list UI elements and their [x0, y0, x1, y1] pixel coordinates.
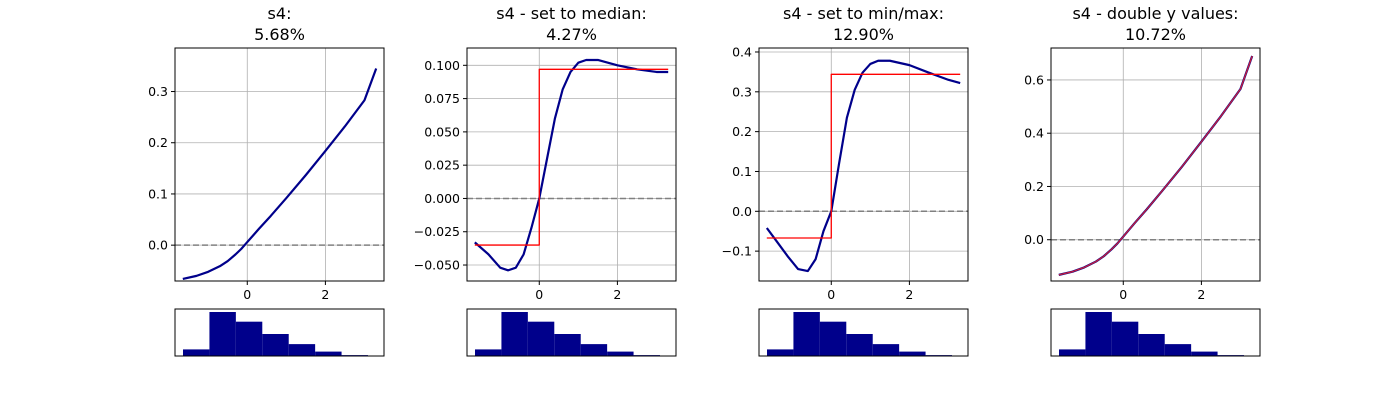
x-tick-label: 0 [1119, 287, 1127, 302]
series-line-2 [1058, 55, 1253, 276]
x-tick-label: 0 [243, 287, 251, 302]
y-tick-label: 0.3 [148, 84, 168, 99]
plot-frame [758, 47, 969, 282]
histogram-bar [846, 334, 873, 356]
y-tick-label: 0.2 [148, 135, 168, 150]
subplot-2: s4 - set to median: 4.27% 0 2 −0.050 −0.025 0.… [414, 4, 677, 357]
x-tick-label: 2 [613, 287, 621, 302]
histogram-bar [793, 312, 820, 356]
y-tick-label: 0.100 [424, 58, 460, 73]
chart-title: s4: [268, 4, 292, 23]
histogram-frame [1050, 308, 1261, 357]
histogram-bar [607, 351, 634, 356]
y-tick-label: 0.3 [732, 84, 752, 99]
histogram-bar [262, 334, 289, 356]
histogram-bar [209, 312, 236, 356]
plot-frame [1050, 47, 1261, 282]
histogram-frame [758, 308, 969, 357]
chart-title: s4 - set to median: [496, 4, 647, 23]
series-line-1 [474, 58, 669, 272]
y-tick-label: 0.2 [1024, 179, 1044, 194]
y-tick-label: 0.050 [424, 124, 460, 139]
chart-title: s4 - set to min/max: [783, 4, 944, 23]
histogram-bar [819, 321, 847, 356]
histogram-bar [501, 312, 528, 356]
histogram [758, 308, 969, 357]
x-tick-label: 0 [535, 287, 543, 302]
y-tick-label: 0.0 [1024, 232, 1044, 247]
subplot-1: s4: 5.68% 0 2 0.0 0.1 0.2 0.3 [148, 4, 385, 357]
chart-subtitle: 12.90% [833, 25, 894, 44]
series-line-1 [1058, 55, 1254, 276]
plot-frame [466, 47, 677, 282]
y-tick-label: 0.4 [1024, 126, 1044, 141]
histogram-bar [1191, 351, 1218, 356]
histogram-bar [288, 344, 316, 356]
y-tick-label: −0.1 [722, 244, 752, 259]
y-tick-label: 0.000 [424, 191, 460, 206]
series-line-1 [765, 59, 961, 273]
histogram-bar [183, 349, 210, 356]
x-tick-label: 2 [1197, 287, 1205, 302]
histogram-frame [174, 308, 385, 357]
histogram [466, 308, 677, 357]
histogram-bar [1111, 321, 1139, 356]
histogram-frame [466, 308, 677, 357]
y-tick-label: −0.025 [414, 224, 460, 239]
series-line-2 [766, 73, 961, 239]
histogram-bar [527, 321, 555, 356]
plot-frame [174, 47, 385, 282]
y-tick-label: 0.4 [732, 44, 752, 59]
series-line-1 [182, 68, 378, 281]
y-tick-label: 0.075 [424, 91, 460, 106]
y-tick-label: 0.025 [424, 158, 460, 173]
chart-subtitle: 10.72% [1125, 25, 1186, 44]
x-tick-label: 0 [827, 287, 835, 302]
y-tick-label: −0.050 [414, 258, 460, 273]
histogram-bar [767, 349, 794, 356]
y-tick-label: 0.1 [148, 186, 168, 201]
subplot-4: s4 - double y values: 10.72% 0 2 0.0 0.2 0.4 0.… [1024, 4, 1261, 357]
subplot-3: s4 - set to min/max: 12.90% 0 2 −0.1 0.0 0.1 0.… [722, 4, 969, 357]
y-tick-label: 0.0 [732, 204, 752, 219]
histogram-bar [580, 344, 608, 356]
histogram-bar [872, 344, 900, 356]
y-tick-label: 0.0 [148, 238, 168, 253]
histogram-bar [1164, 344, 1192, 356]
chart-title: s4 - double y values: [1072, 4, 1238, 23]
y-tick-label: 0.1 [732, 164, 752, 179]
y-tick-label: 0.6 [1024, 72, 1044, 87]
histogram-bar [315, 351, 342, 356]
histogram-bar [899, 351, 926, 356]
chart-subtitle: 4.27% [546, 25, 597, 44]
histogram-bar [1059, 349, 1086, 356]
series-line-2 [474, 68, 669, 246]
histogram [174, 308, 385, 357]
histogram-bar [1085, 312, 1112, 356]
histogram-bar [235, 321, 263, 356]
histogram-bar [554, 334, 581, 356]
histogram-bar [1138, 334, 1165, 356]
chart-subtitle: 5.68% [254, 25, 305, 44]
histogram [1050, 308, 1261, 357]
x-tick-label: 2 [905, 287, 913, 302]
x-tick-label: 2 [321, 287, 329, 302]
histogram-bar [475, 349, 502, 356]
y-tick-label: 0.2 [732, 124, 752, 139]
